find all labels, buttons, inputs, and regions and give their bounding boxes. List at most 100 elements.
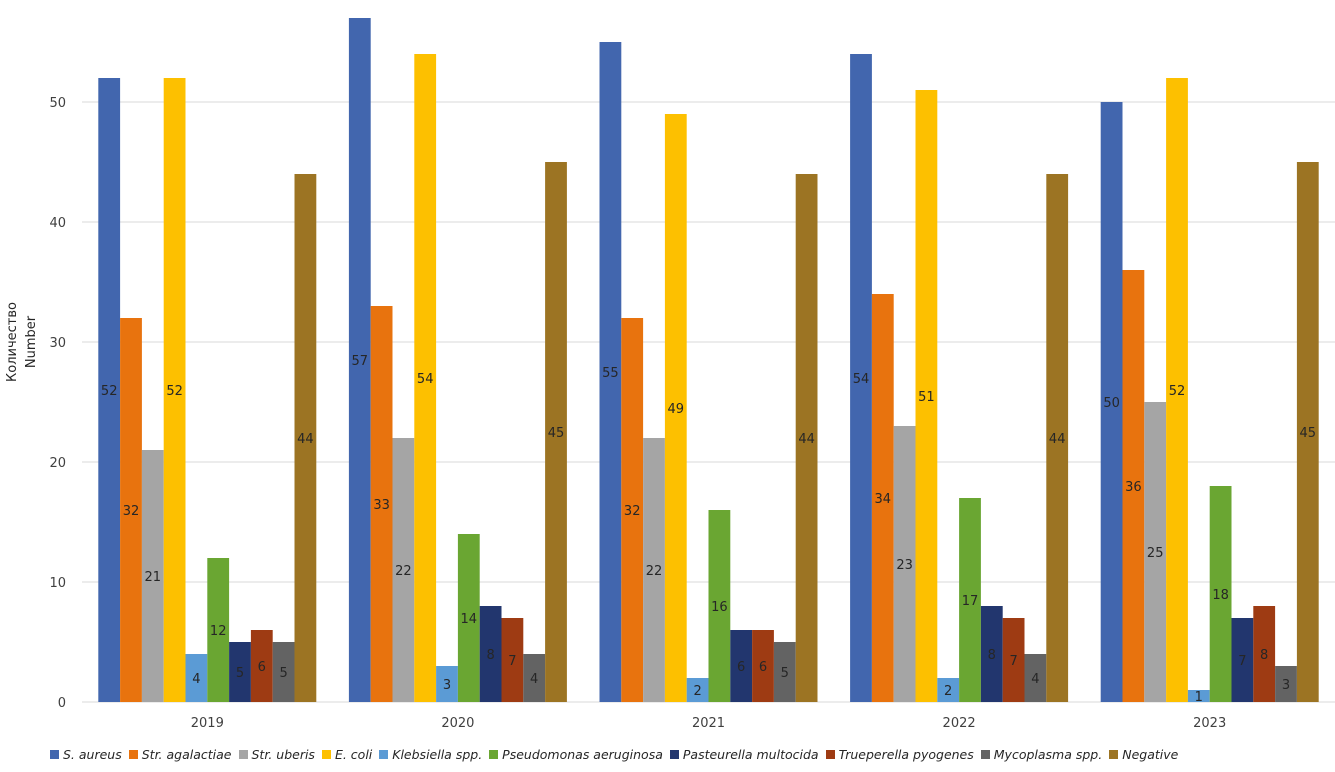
data-label: 18 xyxy=(1212,588,1229,603)
y-tick-label: 20 xyxy=(49,456,66,471)
data-label: 7 xyxy=(1238,654,1246,669)
bar xyxy=(686,678,709,702)
x-category-label: 2021 xyxy=(692,716,725,731)
y-axis-label-line-1: Количество xyxy=(5,302,20,382)
legend-label: E. coli xyxy=(334,747,373,762)
bar xyxy=(163,78,186,702)
x-category-label: 2019 xyxy=(191,716,224,731)
data-label: 4 xyxy=(192,672,200,687)
bar xyxy=(915,90,938,702)
bar xyxy=(850,54,872,702)
legend-swatch xyxy=(50,750,59,759)
data-label: 49 xyxy=(668,402,685,417)
legend-item: Mycoplasma spp. xyxy=(980,747,1103,762)
data-label: 16 xyxy=(711,600,728,615)
bar xyxy=(708,510,731,702)
y-tick-label: 30 xyxy=(49,336,66,351)
data-label: 6 xyxy=(737,660,745,675)
legend-label: Str. agalactiae xyxy=(141,747,232,762)
bar xyxy=(1187,690,1210,702)
data-label: 2 xyxy=(944,684,952,699)
data-label: 32 xyxy=(123,504,140,519)
data-label: 44 xyxy=(1049,432,1066,447)
bar xyxy=(773,642,796,702)
bar xyxy=(370,306,393,702)
legend-item: S. aureus xyxy=(50,747,122,762)
bar xyxy=(937,678,960,702)
bar xyxy=(893,426,916,702)
bar xyxy=(1024,654,1047,702)
bar xyxy=(185,654,208,702)
legend-item: Negative xyxy=(1109,747,1178,762)
data-label: 45 xyxy=(1300,426,1317,441)
bar xyxy=(457,534,480,702)
bar xyxy=(599,42,622,702)
x-category-label: 2022 xyxy=(943,716,976,731)
data-label: 50 xyxy=(1103,396,1120,411)
bar xyxy=(752,630,774,702)
bar xyxy=(1231,618,1254,702)
legend-swatch xyxy=(669,750,679,759)
bar xyxy=(120,318,142,702)
bar xyxy=(141,450,164,702)
bar xyxy=(643,438,665,702)
data-label: 33 xyxy=(373,498,390,513)
data-label: 36 xyxy=(1125,480,1142,495)
y-tick-label: 50 xyxy=(49,96,66,111)
data-label: 21 xyxy=(145,570,162,585)
data-label: 5 xyxy=(236,666,244,681)
data-label: 52 xyxy=(1169,384,1186,399)
legend-swatch xyxy=(321,750,331,759)
data-label: 51 xyxy=(918,390,935,405)
bar xyxy=(294,174,317,702)
data-label: 12 xyxy=(210,624,227,639)
legend-label: Str. uberis xyxy=(251,747,315,762)
bar xyxy=(795,174,818,702)
bar xyxy=(272,642,295,702)
y-axis-label: Количество Number xyxy=(5,302,39,382)
data-label: 52 xyxy=(101,384,118,399)
bar xyxy=(1209,486,1232,702)
data-label: 5 xyxy=(279,666,287,681)
bars xyxy=(98,18,1319,702)
bar xyxy=(501,618,524,702)
bar xyxy=(959,498,981,702)
legend: S. aureus Str. agalactiae Str. uberis E. co… xyxy=(0,747,1335,762)
bar xyxy=(545,162,567,702)
legend-item: E. coli xyxy=(321,747,373,762)
legend-label: Pseudomonas aeruginosa xyxy=(502,747,663,762)
data-label: 22 xyxy=(646,564,663,579)
data-label: 54 xyxy=(417,372,434,387)
y-tick-label: 40 xyxy=(49,216,66,231)
bar xyxy=(392,438,415,702)
data-label: 5 xyxy=(781,666,789,681)
bar xyxy=(1046,174,1069,702)
legend-item: Str. agalactiae xyxy=(128,747,232,762)
y-axis-label-line-2: Number xyxy=(24,315,39,368)
legend-swatch xyxy=(825,750,835,759)
x-category-label: 2023 xyxy=(1193,716,1226,731)
bar xyxy=(1144,402,1167,702)
legend-label: Negative xyxy=(1122,747,1179,762)
bar xyxy=(1002,618,1025,702)
bar xyxy=(730,630,753,702)
bar xyxy=(98,78,121,702)
data-label: 25 xyxy=(1147,546,1164,561)
bar xyxy=(1275,666,1297,702)
y-tick-label: 0 xyxy=(58,696,66,711)
bar xyxy=(980,606,1003,702)
data-label: 6 xyxy=(759,660,767,675)
data-label: 2 xyxy=(693,684,701,699)
legend-item: Trueperella pyogenes xyxy=(825,747,974,762)
data-label: 1 xyxy=(1195,690,1203,705)
data-label: 3 xyxy=(443,678,451,693)
data-label: 7 xyxy=(508,654,516,669)
data-label: 57 xyxy=(352,354,369,369)
bar xyxy=(436,666,458,702)
legend-item: Pseudomonas aeruginosa xyxy=(489,747,663,762)
bar xyxy=(1296,162,1319,702)
data-label: 4 xyxy=(1031,672,1039,687)
legend-label: Mycoplasma spp. xyxy=(993,747,1103,762)
y-axis-ticks: 0 10 20 30 40 50 xyxy=(49,96,66,711)
